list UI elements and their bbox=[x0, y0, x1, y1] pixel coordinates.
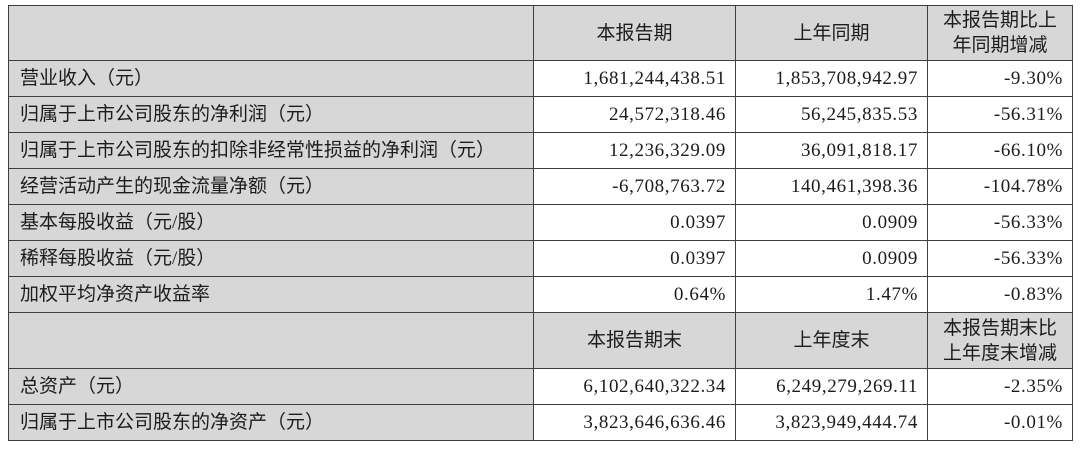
table-row-operating-revenue: 营业收入（元） 1,681,244,438.51 1,853,708,942.9… bbox=[8, 60, 1073, 98]
value-change: -66.10% bbox=[927, 132, 1073, 170]
row-label: 加权平均净资产收益率 bbox=[8, 276, 534, 314]
table-row-weighted-avg-roe: 加权平均净资产收益率 0.64% 1.47% -0.83% bbox=[8, 276, 1073, 314]
value-prior: 36,091,818.17 bbox=[735, 132, 928, 170]
table-row-operating-cash-flow: 经营活动产生的现金流量净额（元） -6,708,763.72 140,461,3… bbox=[8, 168, 1073, 206]
value-change: -56.33% bbox=[927, 204, 1073, 242]
header-row-period: 本报告期 上年同期 本报告期比上年同期增减 bbox=[8, 4, 1073, 62]
value-prior: 1.47% bbox=[735, 276, 928, 314]
row-label: 营业收入（元） bbox=[8, 60, 534, 98]
table-row-basic-eps: 基本每股收益（元/股） 0.0397 0.0909 -56.33% bbox=[8, 204, 1073, 242]
table-row-diluted-eps: 稀释每股收益（元/股） 0.0397 0.0909 -56.33% bbox=[8, 240, 1073, 278]
value-current: 1,681,244,438.51 bbox=[533, 60, 736, 98]
header-row-period-end: 本报告期末 上年度末 本报告期末比上年度末增减 bbox=[8, 312, 1073, 370]
header-blank-cell bbox=[8, 4, 534, 62]
value-prior: 0.0909 bbox=[735, 204, 928, 242]
value-change: -0.01% bbox=[927, 404, 1073, 442]
value-prior: 56,245,835.53 bbox=[735, 96, 928, 134]
header-current-period-end: 本报告期末 bbox=[533, 312, 736, 370]
value-change: -2.35% bbox=[927, 368, 1073, 406]
table-row-net-profit-excl-nonrecurring: 归属于上市公司股东的扣除非经常性损益的净利润（元） 12,236,329.09 … bbox=[8, 132, 1073, 170]
row-label: 归属于上市公司股东的扣除非经常性损益的净利润（元） bbox=[8, 132, 534, 170]
value-current: 24,572,318.46 bbox=[533, 96, 736, 134]
value-prior: 0.0909 bbox=[735, 240, 928, 278]
row-label: 稀释每股收益（元/股） bbox=[8, 240, 534, 278]
value-current: 0.64% bbox=[533, 276, 736, 314]
header-current-period: 本报告期 bbox=[533, 4, 736, 62]
row-label: 归属于上市公司股东的净资产（元） bbox=[8, 404, 534, 442]
header-period-end-change: 本报告期末比上年度末增减 bbox=[927, 312, 1073, 370]
value-change: -56.31% bbox=[927, 96, 1073, 134]
value-change: -56.33% bbox=[927, 240, 1073, 278]
row-label: 归属于上市公司股东的净利润（元） bbox=[8, 96, 534, 134]
value-current: 12,236,329.09 bbox=[533, 132, 736, 170]
header-prior-period: 上年同期 bbox=[735, 4, 928, 62]
table-row-net-profit: 归属于上市公司股东的净利润（元） 24,572,318.46 56,245,83… bbox=[8, 96, 1073, 134]
row-label: 基本每股收益（元/股） bbox=[8, 204, 534, 242]
value-current: -6,708,763.72 bbox=[533, 168, 736, 206]
row-label: 经营活动产生的现金流量净额（元） bbox=[8, 168, 534, 206]
value-change: -104.78% bbox=[927, 168, 1073, 206]
header-period-change: 本报告期比上年同期增减 bbox=[927, 4, 1073, 62]
value-prior: 140,461,398.36 bbox=[735, 168, 928, 206]
table-row-total-assets: 总资产（元） 6,102,640,322.34 6,249,279,269.11… bbox=[8, 368, 1073, 406]
value-prior: 1,853,708,942.97 bbox=[735, 60, 928, 98]
header-blank-cell bbox=[8, 312, 534, 370]
table-row-net-assets: 归属于上市公司股东的净资产（元） 3,823,646,636.46 3,823,… bbox=[8, 404, 1073, 442]
financial-summary-table: 本报告期 上年同期 本报告期比上年同期增减 营业收入（元） 1,681,244,… bbox=[8, 4, 1073, 442]
value-current: 3,823,646,636.46 bbox=[533, 404, 736, 442]
value-prior: 3,823,949,444.74 bbox=[735, 404, 928, 442]
value-current: 0.0397 bbox=[533, 204, 736, 242]
value-change: -9.30% bbox=[927, 60, 1073, 98]
value-change: -0.83% bbox=[927, 276, 1073, 314]
value-prior: 6,249,279,269.11 bbox=[735, 368, 928, 406]
value-current: 6,102,640,322.34 bbox=[533, 368, 736, 406]
header-prior-year-end: 上年度末 bbox=[735, 312, 928, 370]
value-current: 0.0397 bbox=[533, 240, 736, 278]
row-label: 总资产（元） bbox=[8, 368, 534, 406]
